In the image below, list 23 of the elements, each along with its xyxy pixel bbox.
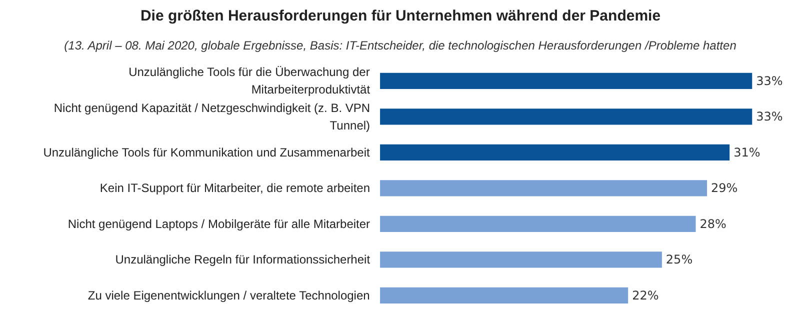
bar bbox=[380, 72, 752, 89]
bar bbox=[380, 180, 708, 196]
bar bbox=[380, 144, 730, 161]
y-tick-label: Kein IT-Support für Mitarbeiter, die remote arbeiten bbox=[100, 181, 370, 196]
data-label: 29% bbox=[711, 181, 738, 196]
bar bbox=[380, 216, 696, 232]
y-tick-label: Unzulängliche Tools für Kommunikation und Zusammenarbeit bbox=[43, 145, 370, 160]
bar bbox=[380, 108, 752, 125]
data-label: 33% bbox=[756, 74, 783, 88]
data-label: 25% bbox=[666, 252, 693, 267]
data-label: 22% bbox=[632, 288, 659, 302]
data-label: 31% bbox=[734, 145, 760, 160]
chart-subtitle: (13. April – 08. Mai 2020, globale Ergebnisse, Basis: IT-Entscheider, die technologischen Herausforderungen /Probleme hatten bbox=[64, 38, 737, 52]
y-tick-label: Unzulängliche Regeln für Informationssicherheit bbox=[115, 252, 371, 267]
y-tick-label: Nicht genügend Laptops / Mobilgeräte für alle Mitarbeiter bbox=[68, 216, 370, 231]
y-tick-label: Nicht genügend Kapazität / Netzgeschwindigkeit (z. B. VPN Tunnel) bbox=[54, 100, 370, 132]
data-label: 33% bbox=[756, 110, 783, 124]
bar bbox=[380, 287, 628, 304]
y-tick-label: Unzulängliche Tools für die Überwachung der Mitarbeiterproduktivtät bbox=[128, 65, 371, 97]
y-tick-label: Zu viele Eigenentwicklungen / veraltete Technologien bbox=[88, 288, 370, 302]
data-label: 28% bbox=[700, 216, 726, 231]
chart-title: Die größten Herausforderungen für Unternehmen während der Pandemie bbox=[140, 8, 661, 24]
bar bbox=[380, 252, 662, 268]
